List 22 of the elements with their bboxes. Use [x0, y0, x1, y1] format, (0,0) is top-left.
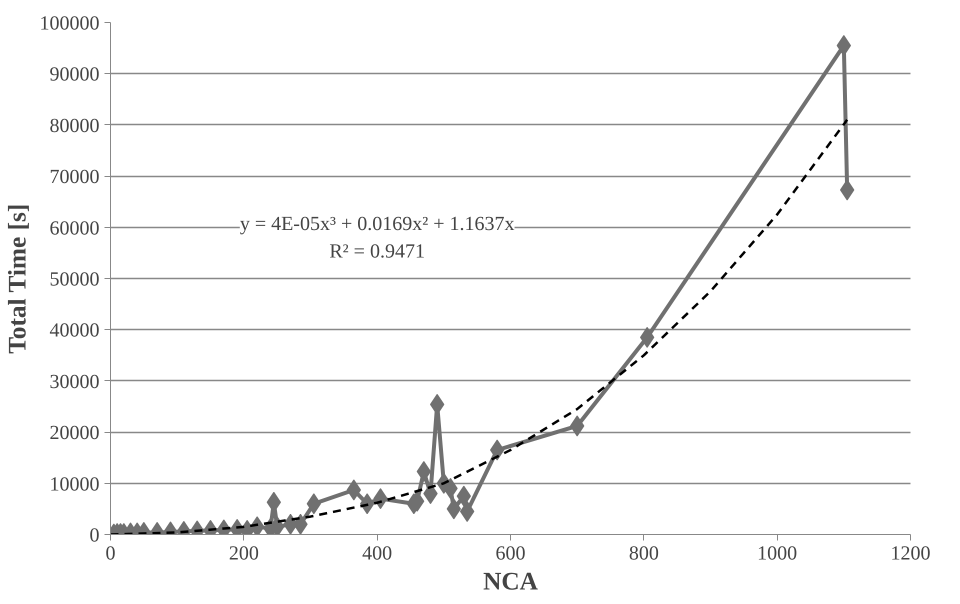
y-tick-label: 70000	[50, 166, 100, 188]
x-tick-label: 0	[106, 542, 116, 564]
y-tick-label: 10000	[50, 473, 100, 496]
x-tick-label: 1200	[890, 542, 930, 564]
y-tick-label: 90000	[50, 64, 100, 86]
y-tick-label: 100000	[40, 12, 100, 34]
y-tick-label: 30000	[50, 370, 100, 393]
x-tick-label: 600	[496, 542, 526, 564]
y-tick-label: 20000	[50, 422, 100, 444]
y-tick-label: 60000	[50, 217, 100, 240]
x-axis-title: NCA	[483, 568, 539, 596]
line-series	[110, 118, 848, 534]
y-tick-label: 50000	[50, 268, 100, 290]
annotation: y = 4E-05x³ + 0.0169x² + 1.1637x R² = 0.9471	[240, 212, 515, 262]
x-tick-label: 800	[628, 542, 659, 564]
y-tick-label: 40000	[50, 320, 100, 342]
x-tick-label: 200	[228, 542, 259, 564]
y-axis-title: Total Time [s]	[4, 204, 32, 354]
y-tick-label: 0	[90, 524, 100, 546]
y-tick-label: 80000	[50, 114, 100, 137]
x-tick-label: 400	[362, 542, 392, 564]
x-tick-label: 1000	[757, 542, 798, 564]
